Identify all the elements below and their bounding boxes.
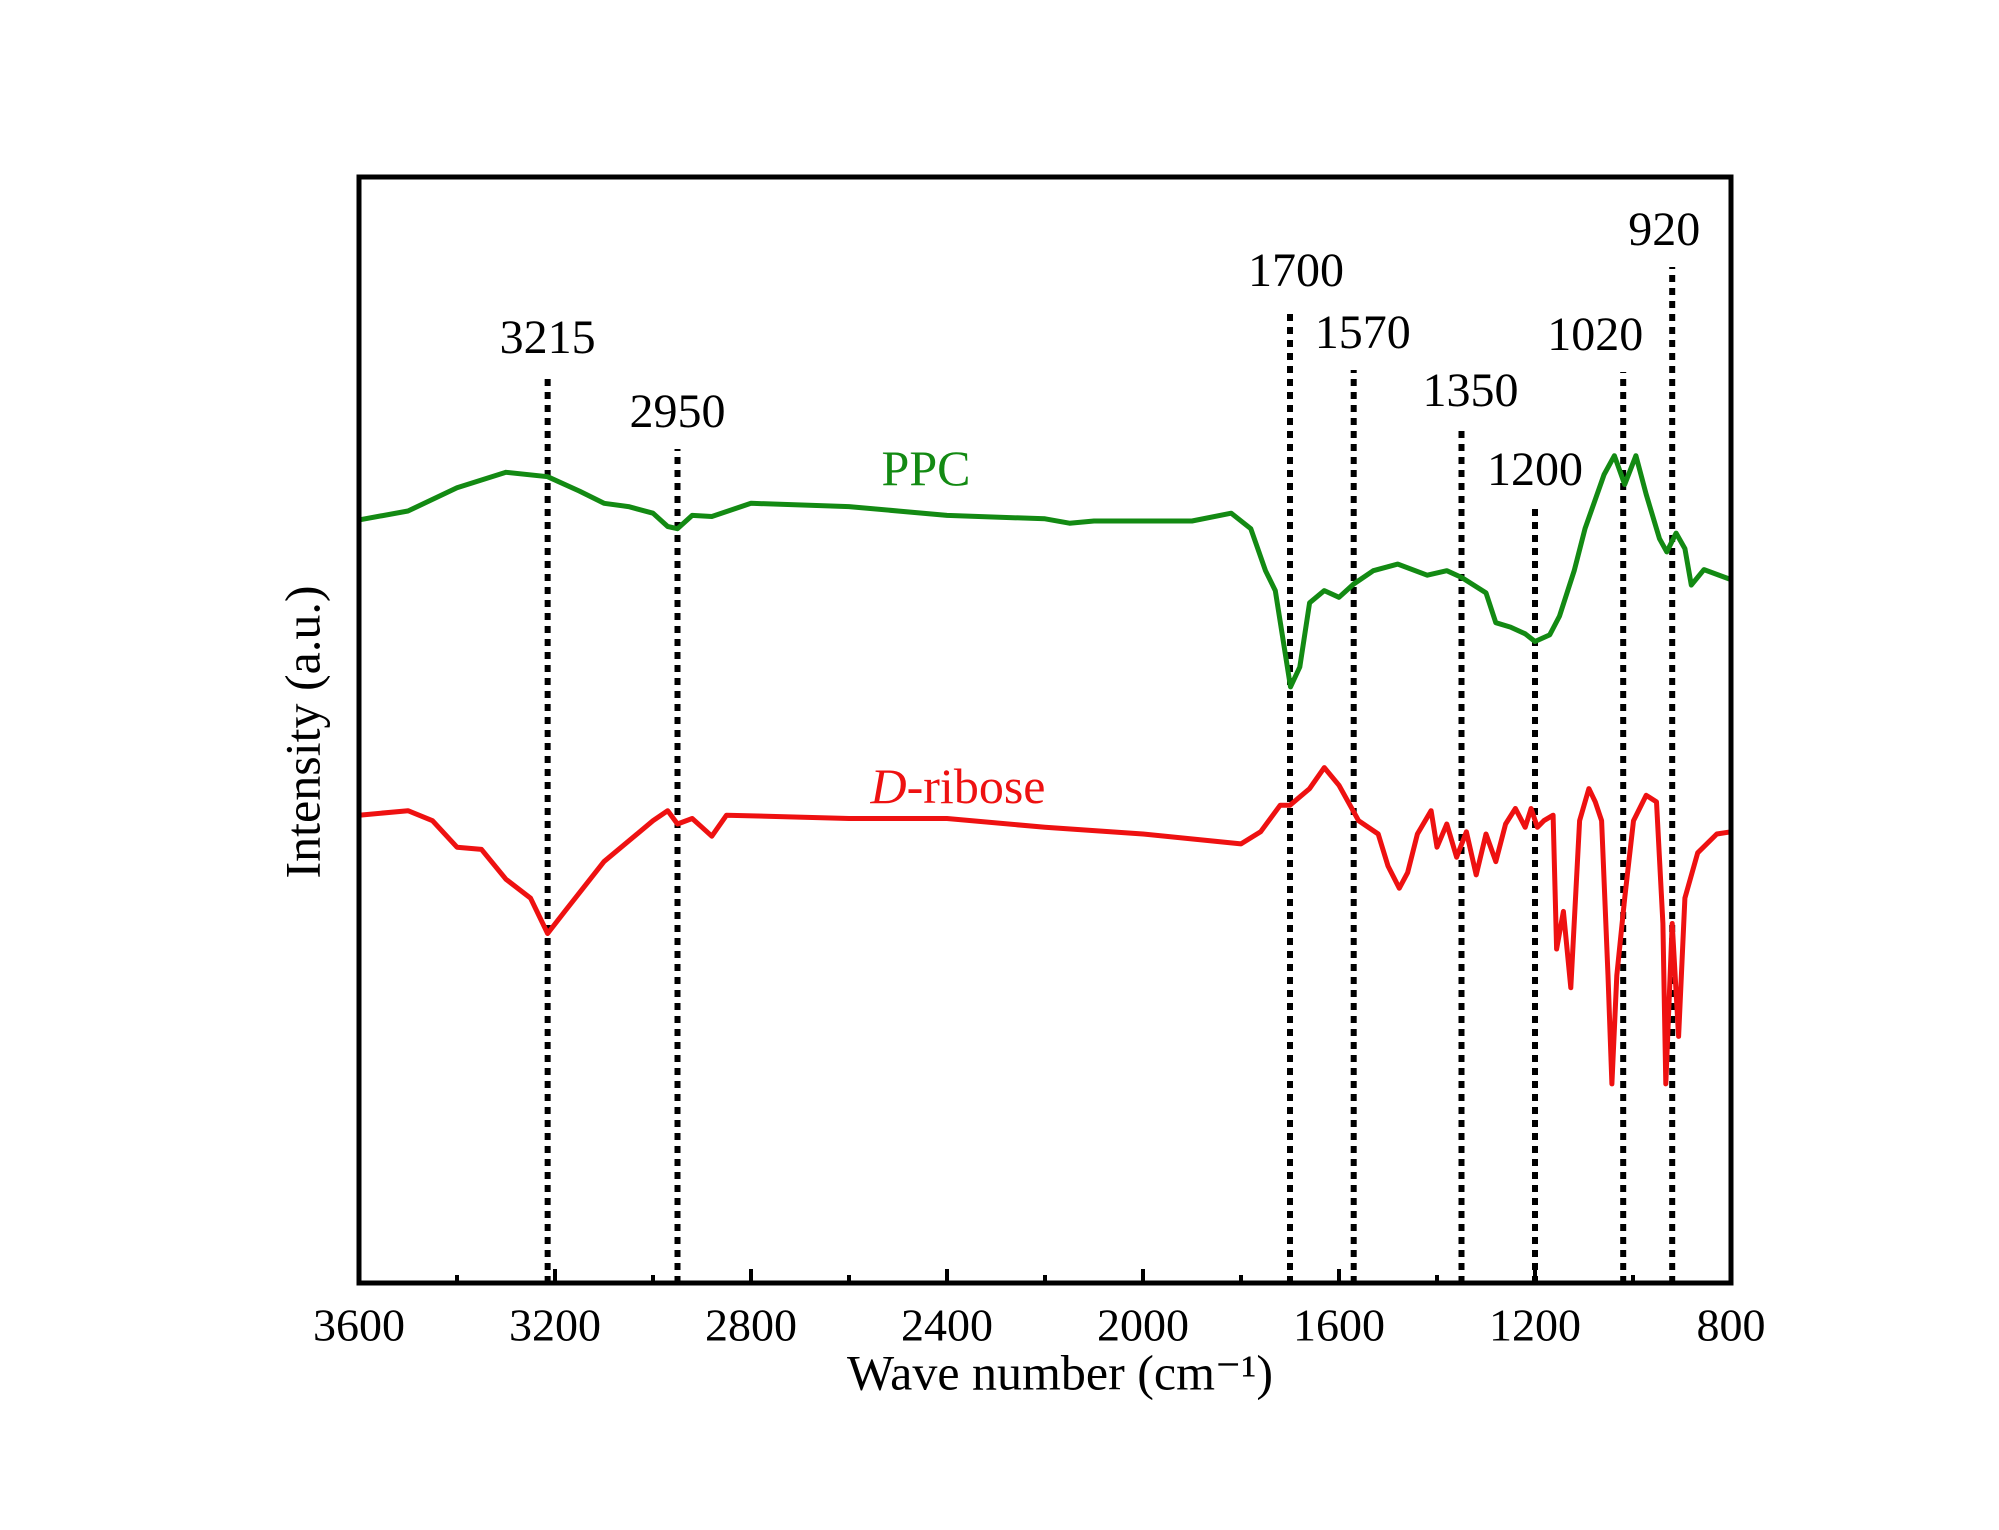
x-tick-label: 3600 [313,1300,405,1351]
x-tick-label: 800 [1697,1300,1766,1351]
marker-label: 3215 [500,311,596,364]
marker-label: 1350 [1423,364,1519,417]
marker-label: 920 [1628,203,1700,256]
x-axis-title: Wave number (cm⁻¹) [847,1344,1273,1400]
series-label: D-ribose [870,758,1046,814]
series-label: PPC [881,440,971,496]
x-tick-label: 2000 [1097,1300,1189,1351]
marker-label: 1570 [1315,306,1411,359]
x-tick-label: 2400 [901,1300,993,1351]
x-tick-label: 1600 [1293,1300,1385,1351]
spectrum-line [358,453,1732,690]
x-tick-label: 3200 [509,1300,601,1351]
y-axis-title: Intensity (a.u.) [274,586,330,879]
x-tick-label: 1200 [1489,1300,1581,1351]
marker-label: 1700 [1248,244,1344,297]
x-tick-label: 2800 [705,1300,797,1351]
spectrum-line [358,765,1732,1087]
marker-label: 1200 [1487,443,1583,496]
marker-label: 2950 [630,385,726,438]
marker-label: 1020 [1547,308,1643,361]
